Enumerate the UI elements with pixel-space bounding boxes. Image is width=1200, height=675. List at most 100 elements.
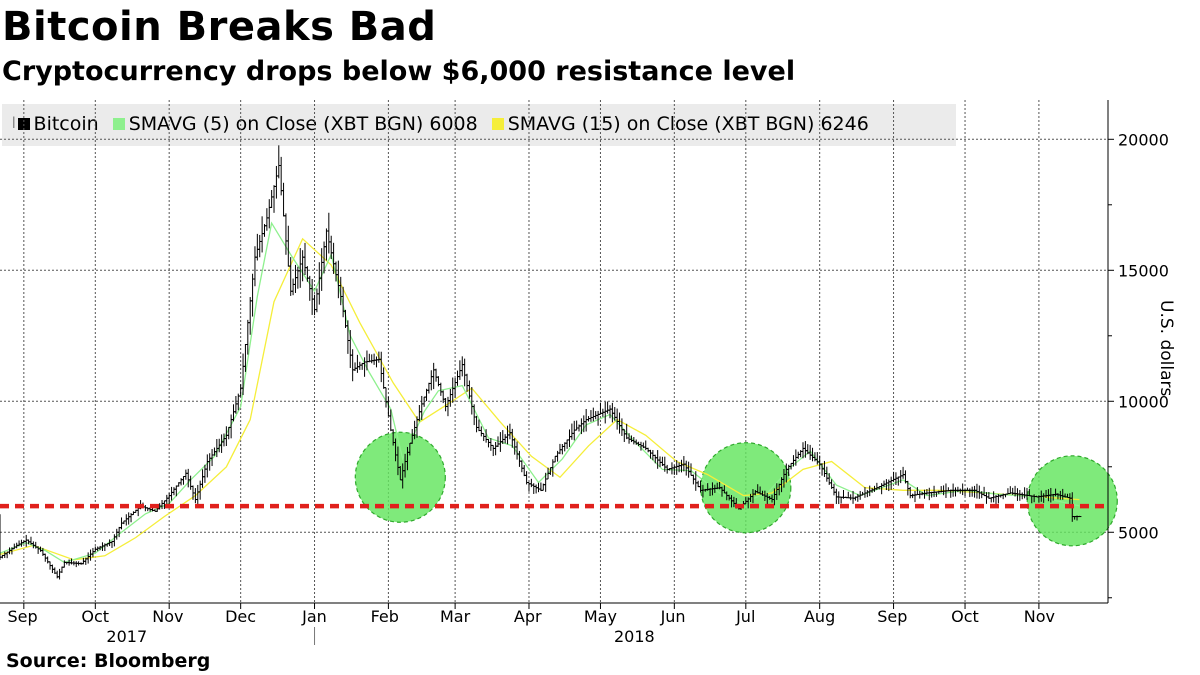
series-sma15-line xyxy=(0,237,1080,561)
bitcoin-ohlc-bar xyxy=(884,479,889,491)
bitcoin-ohlc-bar xyxy=(126,512,131,525)
bitcoin-ohlc-bar xyxy=(312,294,317,316)
bitcoin-ohlc-bar xyxy=(329,235,334,260)
bitcoin-ohlc-bar xyxy=(279,156,284,196)
y-tick-label: 10000 xyxy=(1118,392,1169,411)
bitcoin-ohlc-bar xyxy=(369,354,374,364)
bitcoin-ohlc-bar xyxy=(862,487,867,498)
chart-subtitle: Cryptocurrency drops below $6,000 resist… xyxy=(2,56,796,87)
bitcoin-ohlc-bar xyxy=(462,358,467,387)
bitcoin-ohlc-bar xyxy=(486,438,491,448)
bitcoin-ohlc-bar xyxy=(605,401,610,414)
bitcoin-ohlc-bar xyxy=(74,561,79,568)
x-year-label: 2018 xyxy=(614,627,655,646)
bitcoin-ohlc-bar xyxy=(646,447,651,453)
bitcoin-ohlc-bar xyxy=(281,182,286,217)
bitcoin-ohlc-bar xyxy=(481,432,486,442)
bitcoin-ohlc-bar xyxy=(891,471,896,482)
bitcoin-ohlc-bar xyxy=(257,234,262,258)
bitcoin-ohlc-bar xyxy=(588,410,593,422)
bitcoin-ohlc-bar xyxy=(529,478,534,488)
x-tick-label: Jun xyxy=(660,607,686,626)
x-tick-label: Dec xyxy=(225,607,256,626)
bitcoin-ohlc-bar xyxy=(1077,515,1082,518)
bitcoin-ohlc-bar xyxy=(465,373,470,392)
bitcoin-ohlc-bar xyxy=(207,453,212,471)
bitcoin-ohlc-bar xyxy=(326,212,331,254)
bitcoin-ohlc-bar xyxy=(171,487,176,496)
bitcoin-ohlc-bar xyxy=(57,568,62,580)
bitcoin-ohlc-bar xyxy=(353,362,358,371)
bitcoin-ohlc-bar xyxy=(631,436,636,445)
series-lines xyxy=(0,145,1082,580)
bitcoin-ohlc-bar xyxy=(264,208,269,231)
bitcoin-ohlc-bar xyxy=(267,199,272,229)
legend-label-bitcoin: Bitcoin xyxy=(33,113,99,135)
bitcoin-ohlc-bar xyxy=(348,330,353,368)
bitcoin-ohlc-bar xyxy=(803,441,808,458)
bitcoin-ohlc-bar xyxy=(272,185,277,213)
x-tick-label: Oct xyxy=(81,607,109,626)
bitcoin-ohlc-bar xyxy=(181,476,186,485)
bitcoin-ohlc-bar xyxy=(252,246,257,287)
bitcoin-ohlc-bar xyxy=(422,396,427,407)
bitcoin-ohlc-bar xyxy=(686,461,691,478)
bitcoin-ohlc-bar xyxy=(591,407,596,422)
bitcoin-ohlc-bar xyxy=(960,483,965,496)
chart-title: Bitcoin Breaks Bad xyxy=(2,4,437,50)
bitcoin-ohlc-bar xyxy=(183,469,188,480)
bitcoin-ohlc-bar xyxy=(131,511,136,516)
bitcoin-ohlc-bar xyxy=(90,547,95,558)
bitcoin-ohlc-bar xyxy=(200,469,205,488)
bitcoin-ohlc-bar xyxy=(927,487,932,501)
bitcoin-ohlc-bar xyxy=(345,320,350,354)
bitcoin-ohlc-bar xyxy=(846,491,851,499)
bitcoin-ohlc-bar xyxy=(419,395,424,421)
bitcoin-ohlc-bar xyxy=(24,534,29,547)
bitcoin-ohlc-bar xyxy=(584,409,589,432)
bitcoin-ohlc-bar xyxy=(984,492,989,504)
bitcoin-ohlc-bar xyxy=(350,349,355,382)
highlight-zones xyxy=(354,431,1118,547)
bitcoin-ohlc-bar xyxy=(438,382,443,396)
bitcoin-ohlc-bar xyxy=(831,483,836,496)
bitcoin-ohlc-bar xyxy=(810,447,815,462)
bitcoin-ohlc-bar xyxy=(503,434,508,444)
bitcoin-ohlc-bar xyxy=(579,418,584,435)
bitcoin-ohlc-bar xyxy=(286,225,291,267)
legend-label-sma15: SMAVG (15) on Close (XBT BGN) 6246 xyxy=(507,113,869,135)
bitcoin-ohlc-bar xyxy=(839,496,844,504)
bitcoin-ohlc-bar xyxy=(431,362,436,390)
bitcoin-ohlc-bar xyxy=(445,396,450,417)
bitcoin-ohlc-bar xyxy=(426,382,431,394)
bitcoin-ohlc-bar xyxy=(291,278,296,296)
bitcoin-ohlc-bar xyxy=(219,434,224,453)
bitcoin-ohlc-bar xyxy=(355,354,360,373)
bitcoin-ohlc-bar xyxy=(848,494,853,501)
bitcoin-ohlc-bar xyxy=(557,443,562,455)
bitcoin-ohlc-bar xyxy=(276,145,281,179)
bitcoin-ohlc-bar xyxy=(50,564,55,574)
x-tick-label: Aug xyxy=(804,607,835,626)
candlestick-handle-icon: ꟾ xyxy=(12,117,16,131)
bitcoin-ohlc-bar xyxy=(357,361,362,370)
bitcoin-ohlc-bar xyxy=(574,420,579,431)
legend-swatch-sma5 xyxy=(112,118,125,130)
y-tick-label: 15000 xyxy=(1118,261,1169,280)
bitcoin-ohlc-bar xyxy=(314,288,319,313)
x-tick-label: Jan xyxy=(301,607,327,626)
bitcoin-ohlc-bar xyxy=(534,484,539,494)
bitcoin-ohlc-bar xyxy=(241,353,246,396)
bitcoin-ohlc-bar xyxy=(374,356,379,368)
legend-item-bitcoin: ꟾ Bitcoin xyxy=(12,113,99,135)
bitcoin-ohlc-bar xyxy=(989,497,994,503)
bitcoin-ohlc-bar xyxy=(908,486,913,499)
y-tick-label: 20000 xyxy=(1118,130,1169,149)
bitcoin-ohlc-bar xyxy=(248,297,253,335)
legend: ꟾ Bitcoin SMAVG (5) on Close (XBT BGN) 6… xyxy=(12,113,883,135)
bitcoin-ohlc-bar xyxy=(205,454,210,478)
bitcoin-ohlc-bar xyxy=(124,514,129,526)
bitcoin-ohlc-bar xyxy=(910,493,915,499)
x-tick-label: May xyxy=(584,607,617,626)
